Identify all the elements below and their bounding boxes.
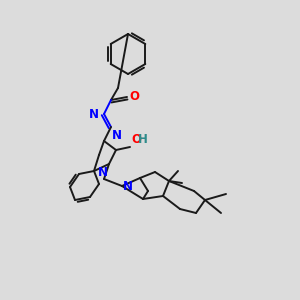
Text: N: N bbox=[89, 107, 99, 121]
Text: N: N bbox=[98, 166, 108, 179]
Text: O: O bbox=[129, 91, 139, 103]
Text: H: H bbox=[138, 133, 148, 146]
Text: N: N bbox=[123, 179, 133, 193]
Text: O: O bbox=[131, 133, 141, 146]
Text: N: N bbox=[112, 129, 122, 142]
